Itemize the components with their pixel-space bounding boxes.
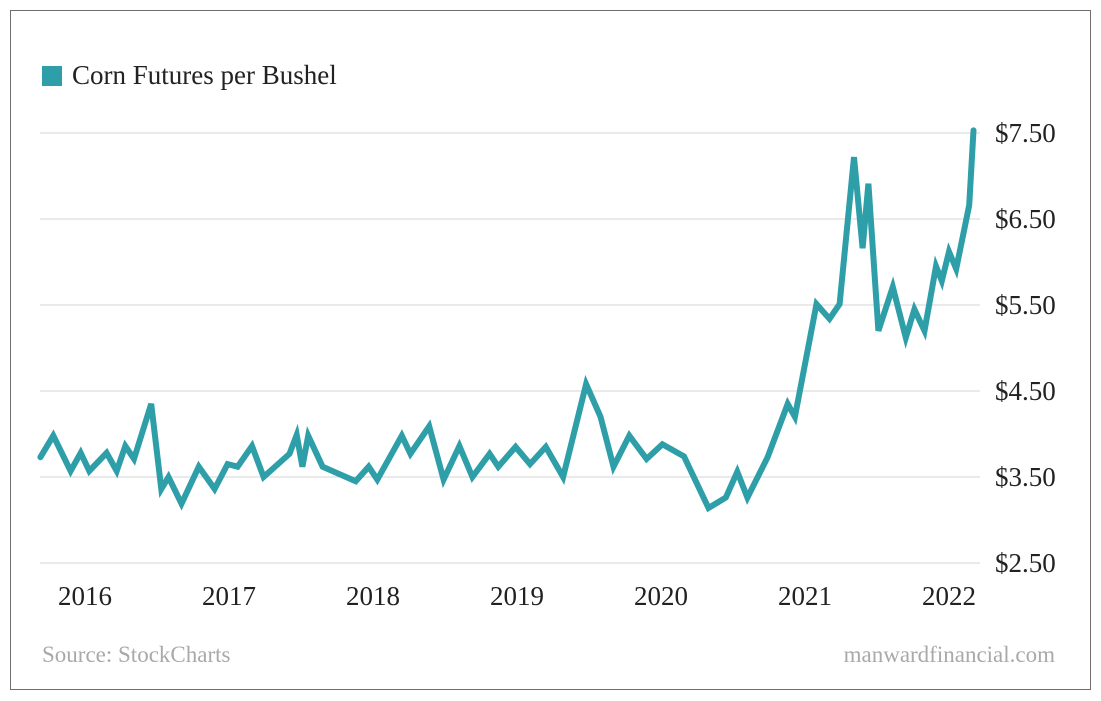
y-tick-label: $5.50 — [995, 290, 1056, 320]
x-tick-label: 2018 — [346, 581, 400, 611]
y-tick-label: $7.50 — [995, 118, 1056, 148]
x-tick-label: 2019 — [490, 581, 544, 611]
source-note: Source: StockCharts — [42, 642, 231, 667]
x-tick-label: 2020 — [634, 581, 688, 611]
y-tick-label: $2.50 — [995, 548, 1056, 578]
x-tick-label: 2017 — [202, 581, 256, 611]
x-tick-label: 2022 — [922, 581, 976, 611]
y-tick-label: $6.50 — [995, 204, 1056, 234]
y-tick-label: $3.50 — [995, 462, 1056, 492]
x-tick-label: 2016 — [58, 581, 112, 611]
y-tick-label: $4.50 — [995, 376, 1056, 406]
site-credit: manwardfinancial.com — [843, 642, 1055, 667]
legend-label: Corn Futures per Bushel — [72, 60, 337, 90]
x-tick-label: 2021 — [778, 581, 832, 611]
legend-swatch — [42, 65, 62, 86]
legend: Corn Futures per Bushel — [42, 60, 337, 91]
series-line — [37, 127, 977, 513]
chart-frame — [10, 10, 1091, 690]
